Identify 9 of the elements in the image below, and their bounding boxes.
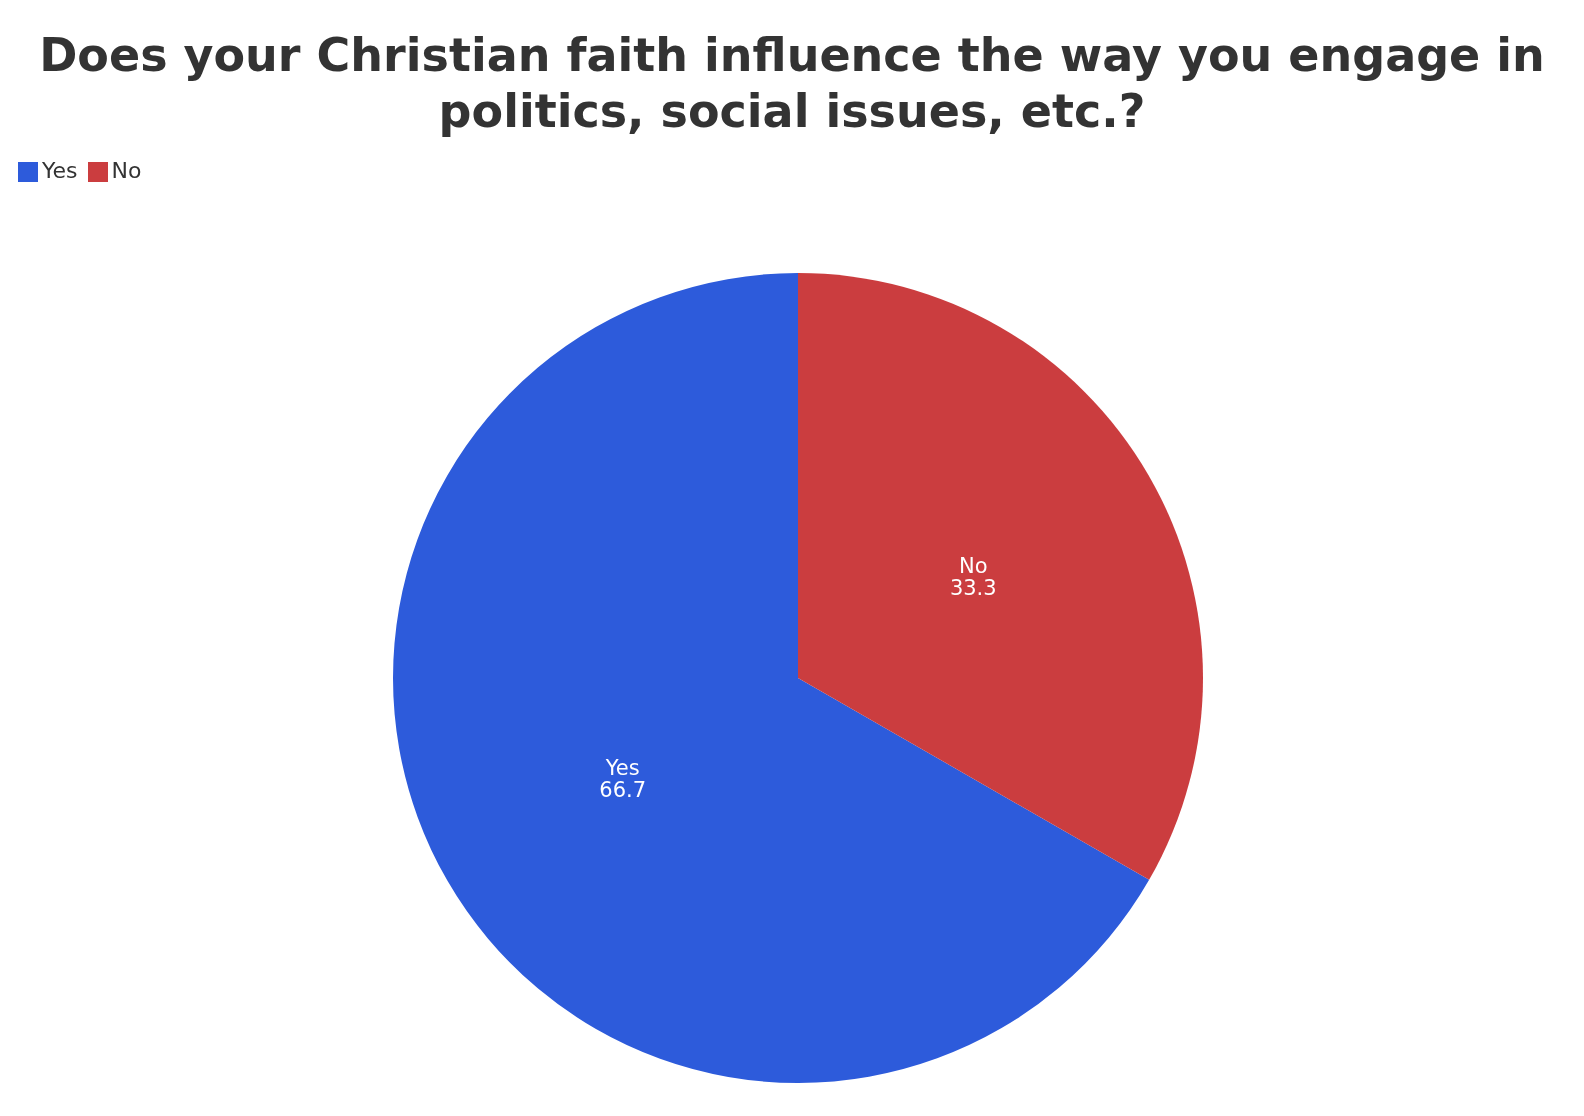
slice-label: No: [958, 553, 988, 578]
data-label: 33.3: [949, 575, 997, 600]
slice-label: Yes: [604, 756, 640, 781]
chart-title: Does your Christian faith influence the way you engage in politics, social issues, etc.?: [38, 27, 1546, 140]
pie-slice: [393, 273, 1150, 1083]
legend-label: No: [111, 158, 142, 183]
data-label: 66.7: [599, 778, 647, 803]
legend-label: Yes: [42, 158, 78, 183]
pie-slice: [798, 273, 1203, 880]
